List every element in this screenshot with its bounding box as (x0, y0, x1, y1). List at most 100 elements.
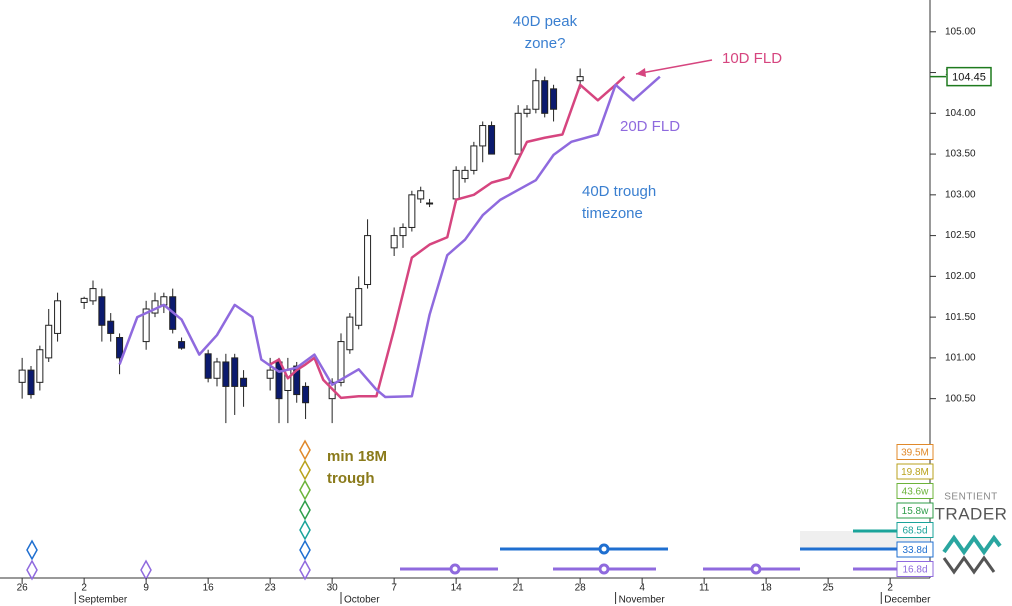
candle (18, 357, 26, 399)
candle (45, 308, 53, 362)
candle (302, 382, 310, 420)
logo-text: TRADER (935, 504, 1008, 523)
candle-body (116, 337, 124, 359)
cycle-label: 16.8d (902, 565, 927, 576)
candle (80, 296, 88, 309)
x-tick-label: 4 (639, 583, 645, 594)
candle (550, 84, 558, 122)
x-tick-label: 30 (327, 583, 339, 594)
x-tick-label: 9 (143, 583, 149, 594)
candle (426, 198, 434, 208)
candle-body (390, 235, 398, 249)
candle-body (399, 226, 407, 237)
candle-body (275, 361, 283, 400)
annotation: 20D FLD (620, 118, 680, 135)
candle (98, 288, 106, 342)
diamond (299, 519, 311, 541)
x-tick-label: 26 (17, 583, 29, 594)
cycle-box (896, 541, 934, 558)
candle (488, 121, 496, 155)
candle-body (213, 361, 221, 379)
candle-body (45, 324, 53, 359)
cycle-label: 33.8d (902, 545, 927, 556)
candle (142, 300, 150, 350)
x-tick-label: 16 (203, 583, 215, 594)
candle (213, 357, 221, 387)
y-tick-label: 101.00 (945, 353, 976, 364)
candle-body (36, 349, 44, 383)
candle-body (470, 145, 478, 171)
y-tick-label: 102.00 (945, 271, 976, 282)
candle-body (142, 308, 150, 343)
candle (346, 313, 354, 354)
x-tick-label: 25 (823, 583, 835, 594)
annotation: 40D trough (582, 183, 656, 200)
cycle-box (896, 522, 934, 538)
fld-line (269, 75, 626, 400)
x-tick-label: 28 (575, 583, 587, 594)
candle (54, 292, 62, 342)
candle-body (231, 357, 239, 387)
x-tick-label: 7 (391, 583, 397, 594)
diamond (26, 559, 38, 581)
candle (532, 68, 540, 114)
candle-body (27, 369, 35, 396)
diamond (299, 499, 311, 521)
annotation: trough (327, 470, 374, 487)
last-price-box (946, 66, 992, 87)
candle (461, 166, 469, 183)
candle-body (417, 190, 425, 200)
band-center (598, 543, 610, 555)
month-label: October (344, 595, 380, 606)
x-tick-label: 11 (699, 583, 710, 594)
cycle-label: 43.6w (902, 487, 929, 498)
y-tick-label: 100.50 (945, 393, 976, 404)
candle-body (98, 296, 106, 326)
diamond (26, 539, 38, 561)
month-label: September (78, 595, 128, 606)
candle-body (240, 377, 248, 387)
candle (116, 333, 124, 375)
candle-body (452, 169, 460, 200)
candle (408, 190, 416, 232)
candle (107, 313, 115, 342)
candle (541, 76, 549, 118)
cycle-box (896, 502, 934, 519)
diamond (299, 459, 311, 481)
candle-body (523, 108, 531, 114)
y-tick-label: 103.00 (945, 189, 976, 200)
candle-body (89, 288, 97, 302)
y-tick-label: 105.00 (945, 26, 976, 37)
cycle-box (896, 561, 934, 577)
arrow (635, 59, 713, 75)
logo-mark (942, 555, 996, 575)
candle-body (266, 369, 274, 379)
candle-body (576, 76, 584, 82)
candle-body (107, 320, 115, 334)
candle (204, 349, 212, 383)
candle (36, 345, 44, 391)
candle-body (479, 125, 487, 147)
candle-body (337, 341, 345, 383)
candle (240, 370, 248, 407)
candle-body (408, 194, 416, 228)
y-tick-label: 103.50 (945, 149, 976, 160)
candle-body (355, 288, 363, 326)
cycle-box (896, 463, 934, 480)
x-tick-label: 14 (451, 583, 463, 594)
candle-body (293, 365, 301, 396)
candle-body (550, 88, 558, 110)
band-center (598, 563, 610, 575)
candle-body (532, 80, 540, 110)
band-center (750, 563, 762, 575)
candle-body (461, 169, 469, 180)
diamond (299, 479, 311, 501)
cycle-label: 39.5M (901, 448, 929, 459)
candle-body (18, 369, 26, 383)
candle-body (541, 80, 549, 114)
y-tick-label: 102.50 (945, 230, 976, 241)
fld-line (118, 75, 661, 399)
cycle-label: 15.8w (902, 506, 929, 517)
